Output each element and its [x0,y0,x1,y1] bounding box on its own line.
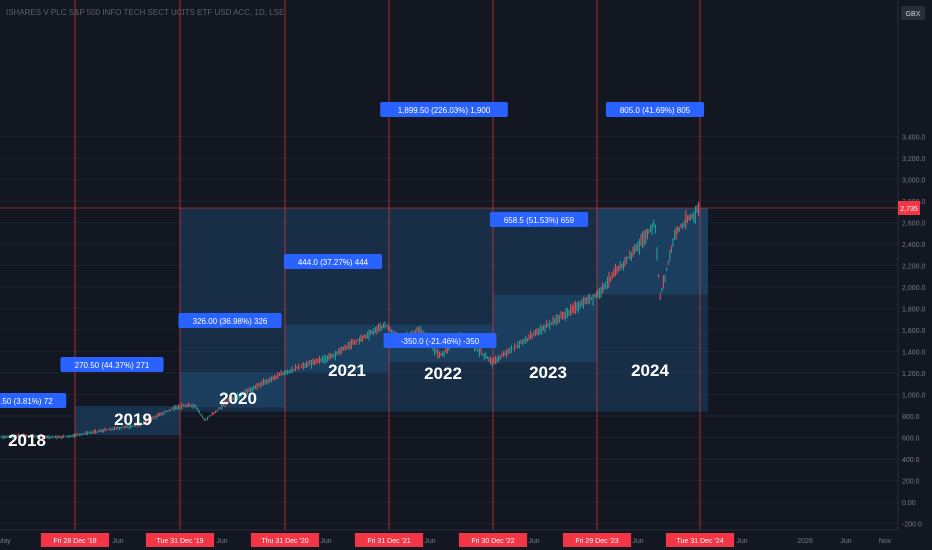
symbol-title: ISHARES V PLC S&P 500 INFO TECH SECT UCI… [6,8,284,17]
range-label-2022-bg [383,333,497,348]
year-label-2019: 2019 [114,410,152,429]
time-marker: Fri 31 Dec '21 [367,538,410,545]
price-tick: 400.0 [902,457,920,464]
range-box-2020 [180,372,285,408]
price-tick: 3,000.0 [902,178,925,185]
time-marker: Fri 28 Dec '18 [53,538,96,545]
price-tick: 1,600.0 [902,328,925,335]
overall-range-label-bg [380,102,508,117]
time-marker-bg [250,533,320,547]
time-tick: Jun [320,538,331,545]
overall-range-label: 1,899.50 (226.03%) 1,900 [398,106,491,115]
time-marker: Fri 30 Dec '22 [471,538,514,545]
time-tick: 2026 [797,538,813,545]
time-tick: Nov [879,538,892,545]
year-label-2022: 2022 [424,364,462,383]
time-marker: Tue 31 Dec '19 [157,538,204,545]
range-label-2019: 270.50 (44.37%) 271 [75,361,150,370]
year-label-2023: 2023 [529,363,567,382]
price-tick: 1,200.0 [902,371,925,378]
price-tick: 1,000.0 [902,393,925,400]
range-box-2021 [285,324,389,373]
last-price-marker-bg [898,200,920,215]
year-label-2024: 2024 [631,361,669,380]
range-label-2018-bg [0,393,67,408]
time-marker-bg [145,533,215,547]
range-label-2023-bg [489,212,589,227]
range-label-2022: -350.0 (-21.46%) -350 [401,337,480,346]
price-tick: 600.0 [902,436,920,443]
price-tick: 3,400.0 [902,135,925,142]
currency-badge: GBX [906,11,921,18]
time-marker-bg [665,533,735,547]
overall-range-box [180,207,708,412]
price-tick: 3,200.0 [902,156,925,163]
time-marker-bg [562,533,632,547]
time-tick: May [0,538,11,545]
time-tick: Jun [736,538,747,545]
year-separators [74,0,701,530]
range-labels: 22.50 (3.81%) 72 270.50 (44.37%) 271 326.0… [0,102,705,408]
range-label-2021-bg [283,254,383,269]
time-tick: Jun [632,538,643,545]
currency-badge-bg [901,6,925,20]
time-marker: Fri 29 Dec '23 [575,538,618,545]
price-axis-bg [898,0,932,550]
time-tick: Jun [216,538,227,545]
range-label-2024: 805.0 (41.69%) 805 [620,106,691,115]
time-tick: Jun [424,538,435,545]
time-tick: Jun [528,538,539,545]
range-label-2018: 22.50 (3.81%) 72 [0,397,53,406]
grid [0,136,898,524]
year-label-2018: 2018 [8,431,46,450]
range-box-2019 [75,406,180,436]
time-marker: Thu 31 Dec '20 [261,538,308,545]
year-label-2020: 2020 [219,389,257,408]
time-marker-bg [354,533,424,547]
last-price-marker: 2,735 [900,206,918,213]
range-label-2020-bg [178,313,282,328]
time-marker: Tue 31 Dec '24 [677,538,724,545]
range-label-2021: 444.0 (37.27%) 444 [298,258,369,267]
time-tick: Jun [112,538,123,545]
price-tick: 1,800.0 [902,307,925,314]
date-price-ranges [0,207,708,438]
range-box-2024 [597,207,708,295]
price-tick: 2,600.0 [902,221,925,228]
year-label-2021: 2021 [328,361,366,380]
price-tick: 0.00 [902,500,916,507]
year-labels: 2018 2019 2020 2021 2022 2023 2024 [8,361,669,450]
price-tick: 2,000.0 [902,285,925,292]
price-tick: -200.0 [902,522,922,529]
price-tick: 200.0 [902,479,920,486]
price-tick: 800.0 [902,414,920,421]
price-tick: 1,400.0 [902,350,925,357]
price-tick: 2,400.0 [902,242,925,249]
range-label-2019-bg [60,357,164,372]
range-label-2024-bg [605,102,705,117]
range-label-2023: 658.5 (51.53%) 659 [504,216,575,225]
candlestick-series [0,201,700,440]
time-marker-bg [40,533,110,547]
price-tick: 2,200.0 [902,264,925,271]
time-tick: Jun [840,538,851,545]
range-label-2020: 326.00 (36.98%) 326 [193,317,268,326]
time-marker-bg [458,533,528,547]
